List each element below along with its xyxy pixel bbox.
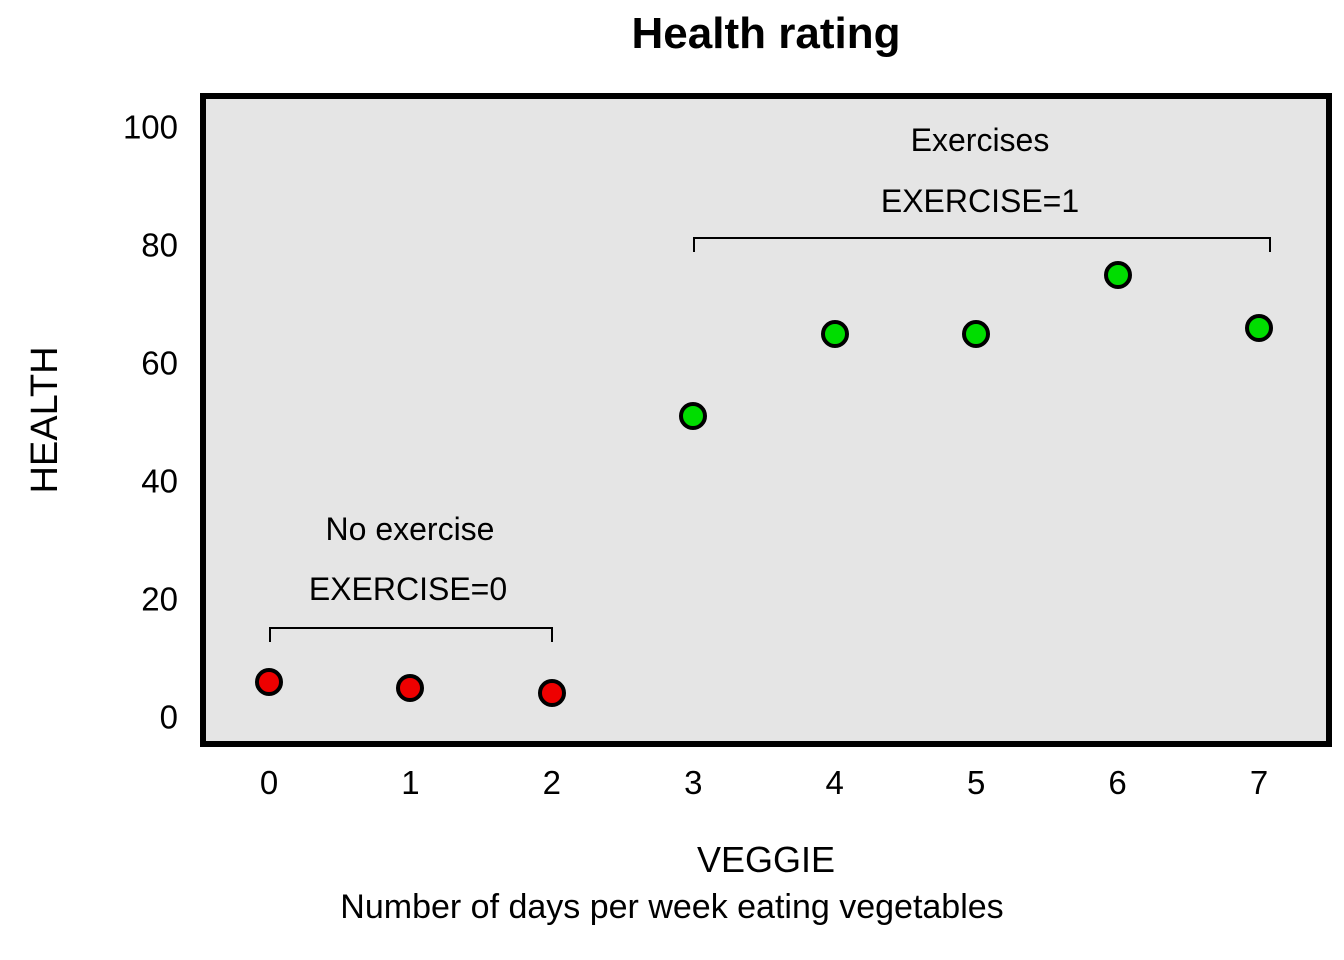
x-tick-label: 6 bbox=[1108, 764, 1127, 801]
x-axis-caption: Number of days per week eating vegetable… bbox=[340, 888, 1004, 926]
bracket-exercises bbox=[693, 237, 1271, 252]
x-tick-label: 2 bbox=[542, 764, 562, 801]
annotation-exercises-line2: EXERCISE=1 bbox=[880, 183, 1080, 219]
annotation-exercises-line1: Exercises bbox=[910, 122, 1050, 158]
x-tick-label: 5 bbox=[966, 764, 986, 801]
y-tick-label: 0 bbox=[159, 698, 178, 736]
data-point bbox=[1245, 313, 1273, 342]
data-point bbox=[1103, 260, 1132, 289]
x-axis-label: VEGGIE bbox=[696, 839, 836, 880]
annotation-no-exercise-line2: EXERCISE=0 bbox=[308, 571, 508, 607]
bracket-no-exercise bbox=[269, 627, 553, 642]
data-point bbox=[537, 679, 566, 708]
data-point bbox=[962, 319, 991, 348]
x-tick-label: 0 bbox=[259, 764, 279, 801]
y-tick-label: 40 bbox=[141, 462, 178, 500]
data-point bbox=[255, 667, 283, 696]
y-tick-label: 60 bbox=[141, 344, 178, 382]
y-tick-label: 20 bbox=[141, 580, 178, 618]
chart-title: Health rating bbox=[631, 9, 901, 58]
y-tick-label: 100 bbox=[122, 108, 178, 146]
y-tick-label: 80 bbox=[141, 226, 178, 264]
annotation-no-exercise-line1: No exercise bbox=[325, 511, 495, 547]
data-point bbox=[396, 673, 425, 702]
x-tick-label: 3 bbox=[684, 764, 703, 801]
x-tick-label: 1 bbox=[401, 764, 420, 801]
x-tick-label: 4 bbox=[825, 764, 844, 801]
x-tick-label: 7 bbox=[1249, 764, 1269, 801]
plot-area bbox=[200, 93, 1332, 747]
data-point bbox=[679, 402, 708, 431]
data-point bbox=[820, 319, 849, 348]
